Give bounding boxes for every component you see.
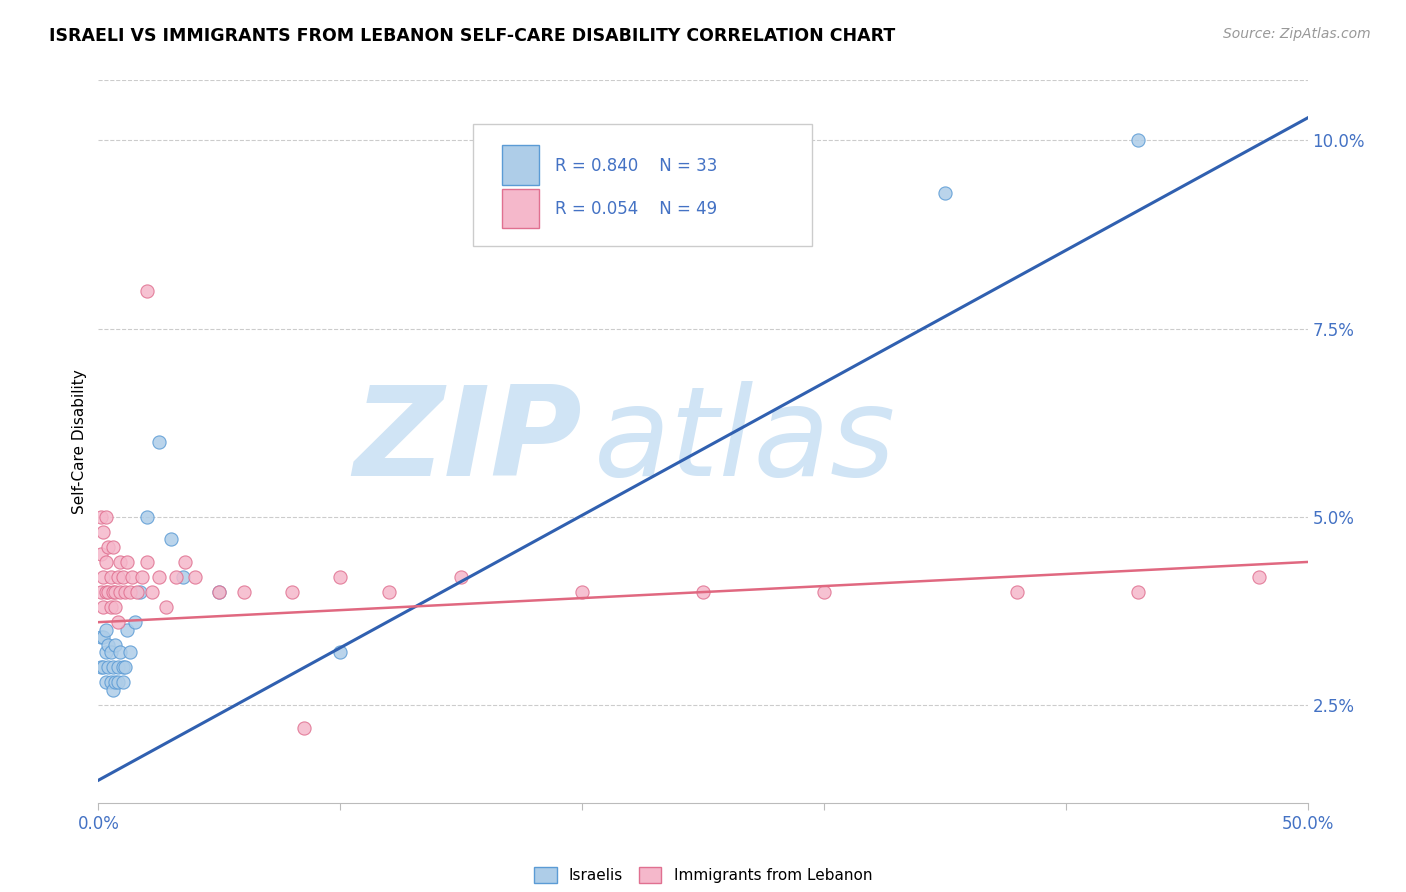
Point — [135, 509, 157, 524]
Point — [104, 675, 127, 690]
Point — [377, 585, 399, 599]
Text: R = 0.054    N = 49: R = 0.054 N = 49 — [555, 200, 717, 218]
Point — [160, 533, 183, 547]
Point — [100, 645, 122, 659]
Point — [90, 585, 112, 599]
Point — [281, 585, 304, 599]
Point — [114, 660, 136, 674]
Point — [174, 555, 197, 569]
Point — [104, 600, 127, 615]
Point — [155, 600, 177, 615]
Point — [135, 555, 157, 569]
Point — [232, 585, 254, 599]
Point — [1128, 133, 1150, 147]
Point — [107, 570, 129, 584]
Point — [172, 570, 194, 584]
FancyBboxPatch shape — [502, 145, 538, 185]
Point — [94, 509, 117, 524]
Point — [94, 623, 117, 637]
Point — [124, 615, 146, 630]
Point — [114, 585, 136, 599]
Point — [104, 638, 127, 652]
Point — [127, 585, 149, 599]
Point — [329, 570, 352, 584]
Text: atlas: atlas — [595, 381, 896, 502]
Point — [108, 585, 131, 599]
Point — [90, 548, 112, 562]
Point — [148, 570, 170, 584]
Point — [813, 585, 835, 599]
Point — [118, 645, 141, 659]
FancyBboxPatch shape — [502, 188, 538, 228]
Legend: Israelis, Immigrants from Lebanon: Israelis, Immigrants from Lebanon — [527, 861, 879, 889]
Point — [121, 570, 143, 584]
Point — [692, 585, 714, 599]
Point — [108, 645, 131, 659]
Text: ZIP: ZIP — [353, 381, 582, 502]
Point — [165, 570, 187, 584]
Point — [111, 675, 134, 690]
Point — [94, 555, 117, 569]
Point — [90, 630, 112, 644]
Text: ISRAELI VS IMMIGRANTS FROM LEBANON SELF-CARE DISABILITY CORRELATION CHART: ISRAELI VS IMMIGRANTS FROM LEBANON SELF-… — [49, 27, 896, 45]
Point — [118, 585, 141, 599]
Point — [111, 660, 134, 674]
Point — [97, 585, 120, 599]
Point — [131, 570, 153, 584]
Point — [97, 540, 120, 554]
Point — [329, 645, 352, 659]
Point — [107, 660, 129, 674]
Point — [94, 585, 117, 599]
Point — [1249, 570, 1271, 584]
Point — [1007, 585, 1029, 599]
Point — [101, 540, 124, 554]
Text: R = 0.840    N = 33: R = 0.840 N = 33 — [555, 156, 718, 175]
Point — [117, 623, 139, 637]
Point — [91, 570, 114, 584]
Point — [100, 570, 122, 584]
Point — [934, 186, 956, 201]
Point — [148, 434, 170, 449]
Point — [97, 660, 120, 674]
Point — [90, 660, 112, 674]
Y-axis label: Self-Care Disability: Self-Care Disability — [72, 369, 87, 514]
Point — [97, 638, 120, 652]
Point — [90, 509, 112, 524]
Text: Source: ZipAtlas.com: Source: ZipAtlas.com — [1223, 27, 1371, 41]
Point — [128, 585, 150, 599]
Point — [184, 570, 207, 584]
Point — [94, 675, 117, 690]
Point — [1128, 585, 1150, 599]
Point — [94, 645, 117, 659]
Point — [208, 585, 231, 599]
Point — [91, 524, 114, 539]
Point — [450, 570, 472, 584]
Point — [571, 585, 593, 599]
Point — [141, 585, 163, 599]
Point — [91, 600, 114, 615]
Point — [101, 660, 124, 674]
Point — [100, 675, 122, 690]
Point — [91, 630, 114, 644]
Point — [107, 615, 129, 630]
Point — [100, 600, 122, 615]
FancyBboxPatch shape — [474, 124, 811, 246]
Point — [101, 682, 124, 697]
Point — [135, 284, 157, 298]
Point — [91, 660, 114, 674]
Point — [208, 585, 231, 599]
Point — [117, 555, 139, 569]
Point — [107, 675, 129, 690]
Point — [104, 585, 127, 599]
Point — [111, 570, 134, 584]
Point — [292, 721, 315, 735]
Point — [108, 555, 131, 569]
Point — [101, 585, 124, 599]
